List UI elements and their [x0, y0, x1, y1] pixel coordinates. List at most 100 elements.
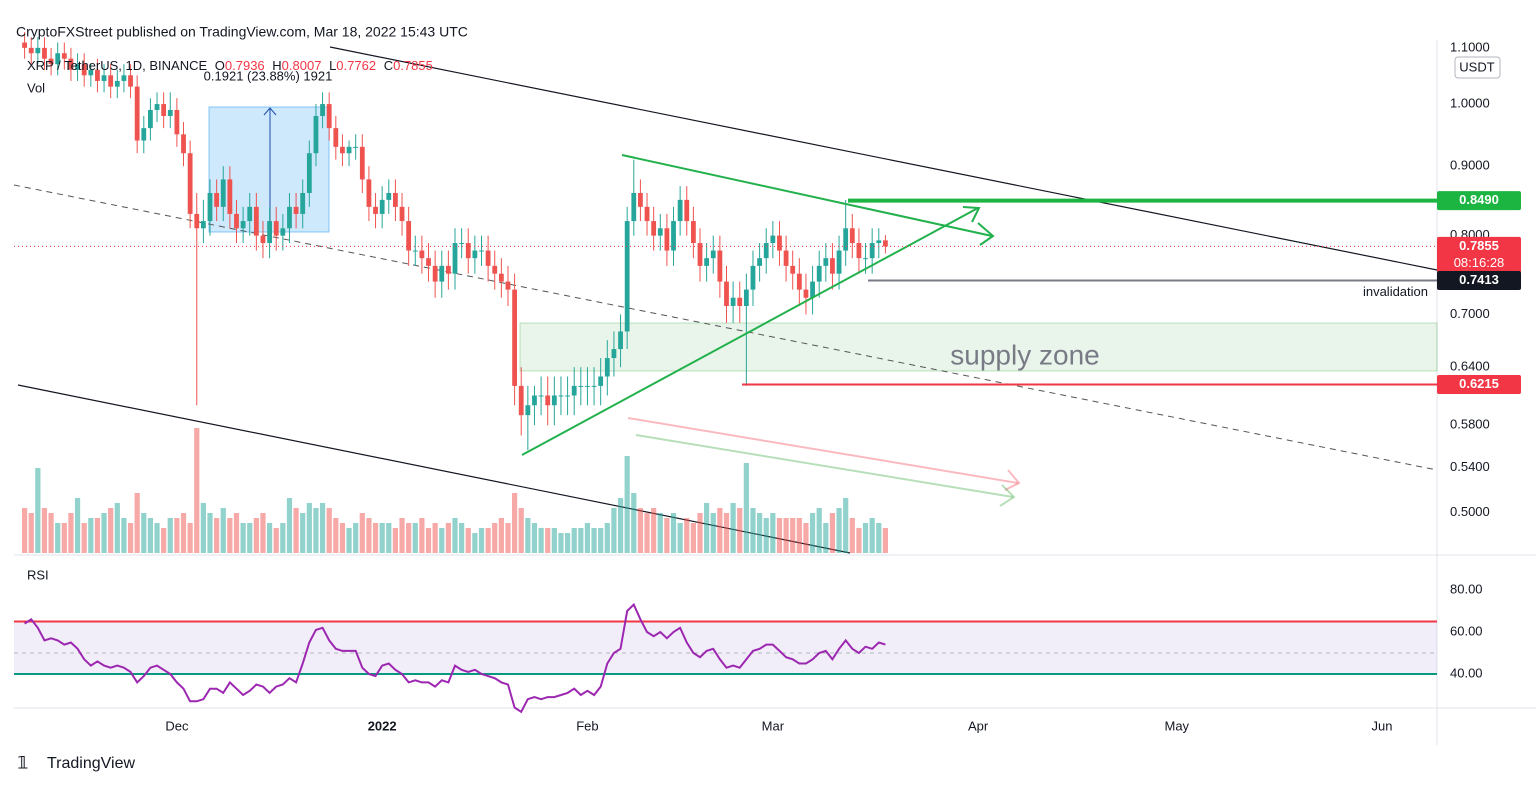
- volume-bar: [564, 533, 571, 553]
- candle-body: [863, 258, 868, 260]
- volume-bar: [677, 523, 683, 553]
- volume-bar: [194, 428, 200, 553]
- volume-bar: [147, 518, 154, 553]
- candle-body: [379, 199, 385, 214]
- candle-body: [426, 258, 431, 266]
- candle-body: [810, 281, 815, 298]
- volume-bar: [584, 523, 591, 553]
- volume-bar: [167, 518, 173, 553]
- volume-bar: [670, 513, 677, 553]
- rsi-tick-label: 80.00: [1450, 581, 1483, 596]
- candle-body: [366, 179, 372, 207]
- candle-body: [333, 128, 339, 147]
- candle-body: [631, 192, 637, 222]
- candle-body: [796, 273, 802, 290]
- volume-bar: [240, 523, 246, 553]
- level-label: 0.7413: [1459, 272, 1499, 287]
- candle-body: [260, 235, 266, 244]
- volume-bar: [425, 528, 432, 553]
- volume-bar: [783, 518, 789, 553]
- volume-bar: [704, 503, 710, 553]
- volume-bar: [809, 513, 816, 553]
- volume-bar: [776, 518, 783, 553]
- candle-body: [485, 250, 491, 266]
- level-label: 0.6215: [1459, 376, 1499, 391]
- volume-bar: [750, 508, 756, 553]
- candle-body: [498, 273, 504, 282]
- candle-body: [883, 240, 888, 247]
- level-label-box: [1437, 271, 1521, 291]
- volume-bar: [770, 513, 776, 553]
- volume-bar: [737, 508, 743, 553]
- volume-bar: [836, 508, 842, 553]
- candle-body: [737, 297, 743, 306]
- volume-bar: [452, 518, 458, 553]
- candle-body: [48, 58, 54, 65]
- candle-body: [551, 395, 557, 406]
- candle-body: [558, 395, 564, 397]
- candle-body: [604, 358, 610, 377]
- volume-bar: [280, 523, 286, 553]
- candle-body: [677, 199, 683, 222]
- candle-body: [61, 53, 67, 59]
- volume-bar: [55, 523, 61, 553]
- level-label-box: [1437, 374, 1521, 394]
- volume-bar: [829, 513, 836, 553]
- candle-body: [638, 192, 643, 207]
- measure-label: 0.1921 (23.88%) 1921: [204, 68, 333, 83]
- volume-bar: [141, 513, 147, 553]
- x-tick-label: Dec: [165, 718, 189, 733]
- volume-bar: [372, 523, 379, 553]
- candle-body: [803, 289, 809, 298]
- volume-bar: [869, 518, 875, 553]
- candle-body: [611, 349, 617, 359]
- candle-body: [445, 265, 451, 274]
- projection-arrow-head: [999, 484, 1016, 507]
- candle-body: [763, 243, 769, 259]
- candle-body: [81, 64, 87, 76]
- rsi-tick-label: 60.00: [1450, 623, 1483, 638]
- candle-body: [320, 104, 325, 116]
- volume-bar: [174, 518, 180, 553]
- volume-bar: [485, 528, 491, 553]
- header: CryptoFXStreet published on TradingView.…: [16, 24, 468, 40]
- candle-body: [313, 115, 319, 154]
- volume-bar: [326, 508, 332, 553]
- ohlc-value: 0.7762: [336, 58, 376, 73]
- candle-body: [253, 206, 259, 236]
- volume-bar: [876, 523, 882, 553]
- candle-body: [823, 258, 829, 266]
- currency[interactable]: USDT: [1459, 59, 1494, 74]
- candle-body: [167, 109, 173, 116]
- candle-body: [300, 192, 306, 214]
- volume-bar: [61, 523, 67, 553]
- countdown: 08:16:28: [1454, 255, 1505, 270]
- volume-bar: [710, 513, 716, 553]
- candle-body: [432, 265, 438, 282]
- channel-upper: [329, 46, 1438, 271]
- candle-body: [492, 265, 498, 274]
- candle-body: [412, 250, 418, 252]
- volume-bar: [359, 513, 365, 553]
- volume-bar: [465, 528, 471, 553]
- candle-body: [697, 243, 703, 266]
- volume-bar: [856, 528, 862, 553]
- candle-body: [273, 221, 279, 236]
- volume-bar: [637, 508, 644, 553]
- ohlc-value: 0.8007: [282, 58, 322, 73]
- volume-bar: [598, 528, 604, 553]
- volume-bar: [631, 493, 637, 553]
- currency-box[interactable]: [1454, 56, 1501, 79]
- volume-bar: [81, 523, 87, 553]
- volume-bar: [690, 523, 696, 553]
- level-label-box: [1437, 236, 1521, 273]
- candle-body: [836, 250, 842, 274]
- footer: TradingView: [47, 755, 135, 772]
- volume-bar: [611, 508, 617, 553]
- candle-body: [479, 250, 484, 252]
- volume-bar: [392, 528, 399, 553]
- candle-body: [790, 265, 796, 274]
- candle-body: [267, 221, 272, 244]
- volume-bar: [492, 523, 498, 553]
- volume-bar: [313, 508, 319, 553]
